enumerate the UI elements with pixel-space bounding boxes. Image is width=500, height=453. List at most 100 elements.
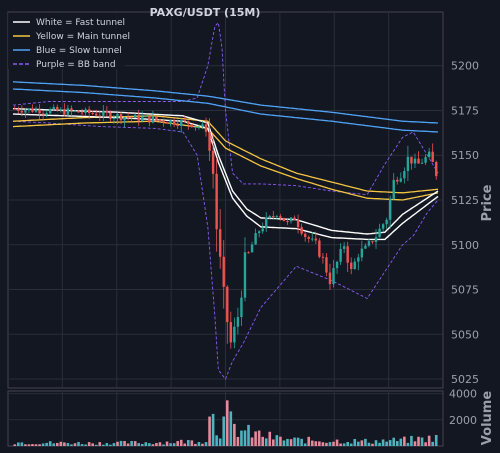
volume-bar xyxy=(144,442,148,446)
candle-body xyxy=(119,113,123,121)
candle-body xyxy=(293,217,296,220)
candle-body xyxy=(34,109,38,112)
volume-bar xyxy=(250,437,254,446)
volume-bar xyxy=(236,436,240,446)
volume-bar xyxy=(374,440,378,446)
volume-bar xyxy=(264,438,268,446)
candle-body xyxy=(172,120,176,125)
volume-bar xyxy=(261,436,264,446)
volume-bar xyxy=(215,435,218,446)
price-tick-label: 5175 xyxy=(451,104,479,117)
candle-body xyxy=(427,151,431,158)
volume-bar xyxy=(225,400,229,446)
grid-lines xyxy=(8,12,443,446)
volume-bar xyxy=(420,437,424,446)
volume-bar xyxy=(339,443,342,446)
candle-body xyxy=(360,248,364,258)
candle-body xyxy=(378,228,381,238)
candle-body xyxy=(321,256,325,258)
volume-bar xyxy=(119,440,123,446)
candle-body xyxy=(180,120,183,126)
volume-bar xyxy=(102,444,105,446)
candle-body xyxy=(73,110,77,112)
volume-tick-labels: 2000 4000 xyxy=(449,388,477,427)
volume-bar xyxy=(406,442,410,446)
volume-bar xyxy=(48,441,52,446)
candle-body xyxy=(116,113,119,118)
candle-body xyxy=(176,124,179,126)
candle-body xyxy=(197,126,201,128)
volume-bar xyxy=(151,444,155,446)
candle-body xyxy=(204,124,208,132)
candle-body xyxy=(413,158,417,164)
candle-body xyxy=(420,162,424,164)
volume-bar xyxy=(218,438,222,446)
candle-body xyxy=(183,120,186,122)
price-tick-label: 5100 xyxy=(451,239,479,252)
volume-bar xyxy=(162,444,165,446)
volume-bar xyxy=(367,442,371,446)
price-axis-label: Price xyxy=(480,184,495,221)
volume-bar xyxy=(59,441,63,446)
candle-body xyxy=(211,150,215,174)
volume-bar xyxy=(381,439,385,446)
candle-body xyxy=(215,173,218,230)
candle-body xyxy=(286,221,289,223)
volume-bar xyxy=(424,442,427,446)
price-tick-label: 5050 xyxy=(451,328,479,341)
volume-bar xyxy=(45,442,48,446)
candle-body xyxy=(279,216,282,218)
candle-body xyxy=(208,131,211,151)
volume-bar xyxy=(399,438,403,446)
price-tick-label: 5075 xyxy=(451,284,479,297)
volume-bar xyxy=(105,443,109,446)
candle-body xyxy=(307,237,310,239)
candle-body xyxy=(275,216,279,218)
candle-body xyxy=(66,108,70,115)
candle-body xyxy=(226,286,229,323)
volume-bar xyxy=(257,430,261,446)
price-tick-label: 5125 xyxy=(451,194,479,207)
volume-bar xyxy=(335,439,339,446)
candle-body xyxy=(325,257,328,273)
candle-body xyxy=(403,170,406,179)
chart-title: PAXG/USDT (15M) xyxy=(150,6,261,19)
candle-body xyxy=(151,116,155,123)
candle-body xyxy=(247,252,250,254)
volume-bar xyxy=(307,436,311,446)
candle-body xyxy=(339,248,342,262)
candle-body xyxy=(144,116,148,118)
bb-upper-line xyxy=(12,21,439,196)
main-tunnel-upper-line xyxy=(12,115,439,194)
volume-bar xyxy=(13,444,17,446)
candle-body xyxy=(272,215,275,217)
volume-bar xyxy=(417,436,420,446)
candle-body xyxy=(80,112,84,114)
candle-body xyxy=(52,107,55,110)
volume-bar xyxy=(17,442,20,446)
volume-bar xyxy=(24,444,27,446)
volume-bar xyxy=(73,443,77,446)
volume-bar xyxy=(395,441,399,446)
legend-label: Blue = Slow tunnel xyxy=(36,46,122,56)
volume-bar xyxy=(410,435,413,446)
volume-bar xyxy=(272,439,275,446)
volume-bar xyxy=(222,416,226,446)
volume-bar xyxy=(80,444,84,446)
candle-body xyxy=(240,297,243,318)
candle-body xyxy=(201,124,204,127)
fast-tunnel-upper-line xyxy=(13,107,439,235)
volume-bar xyxy=(158,442,162,446)
candle-body xyxy=(265,217,268,229)
candle-body xyxy=(165,122,169,124)
slow-tunnel-lower-line xyxy=(12,88,439,133)
candle-body xyxy=(218,229,222,257)
candle-body xyxy=(303,233,307,238)
volume-bar xyxy=(360,440,364,446)
volume-bar xyxy=(208,416,211,446)
candle-body xyxy=(95,113,98,116)
slow-tunnel-upper-line xyxy=(12,81,439,124)
candle-body xyxy=(371,241,374,243)
volume-bar xyxy=(109,444,112,446)
legend-label: Yellow = Main tunnel xyxy=(35,32,130,42)
